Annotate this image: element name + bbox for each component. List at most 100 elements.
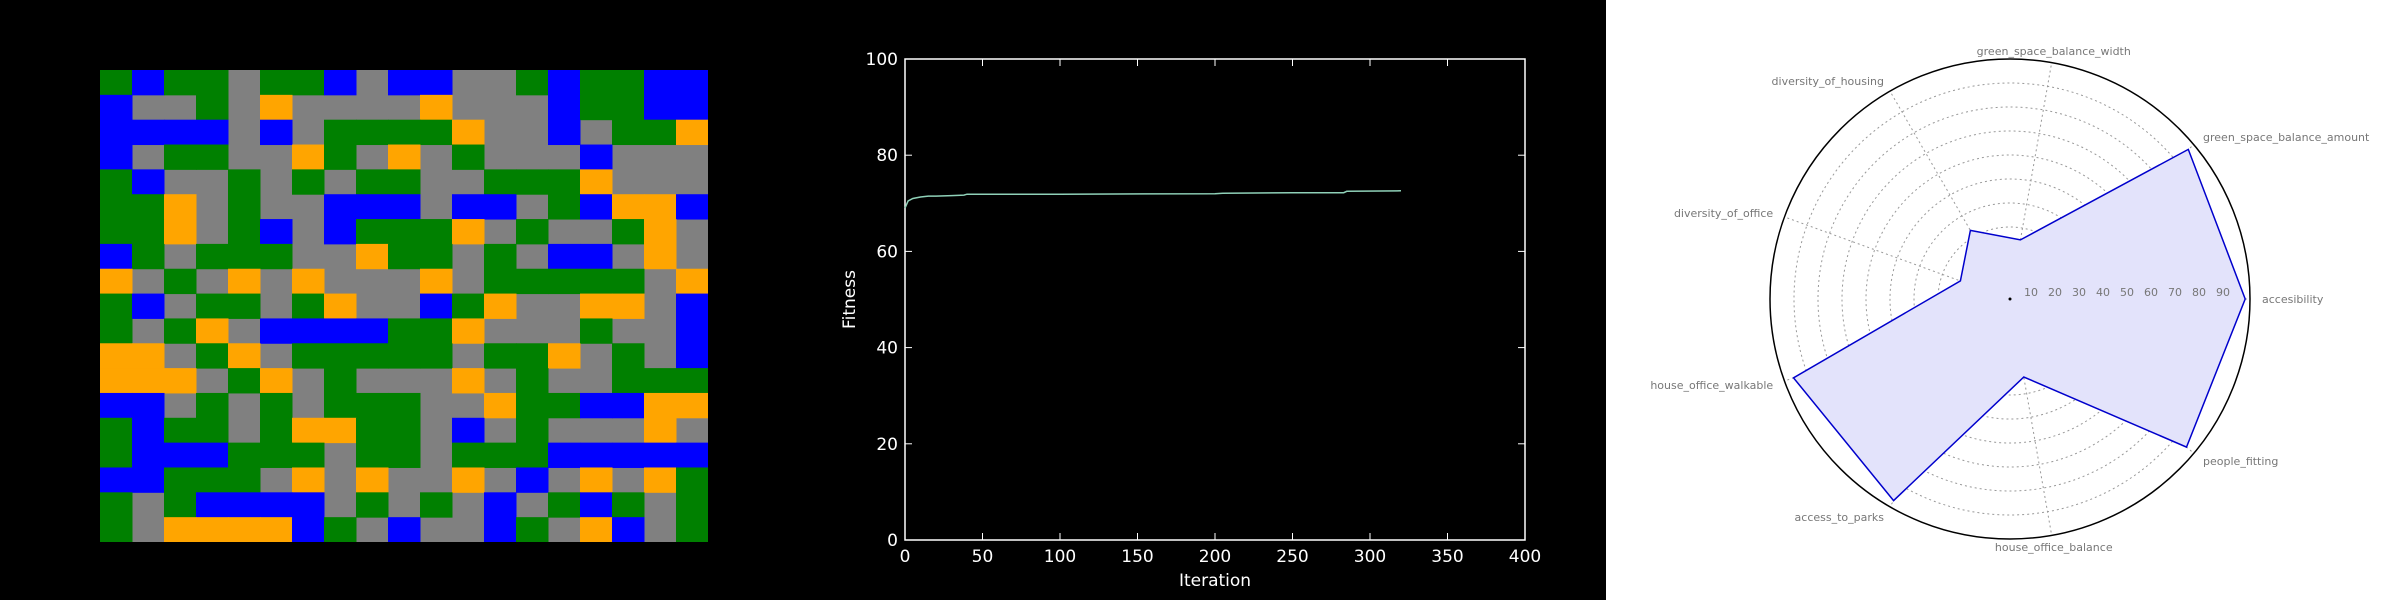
grid-cell (260, 442, 293, 468)
fitness-series-line (904, 190, 1402, 209)
left-panel: 0 50 100 150 200 250 300 350 400 0 20 40 60 80 100 Iter… (100, 50, 1542, 591)
grid-cell (388, 343, 421, 369)
grid-cell (324, 343, 357, 369)
grid-cell (164, 417, 197, 444)
grid-cell (196, 343, 229, 369)
grid-cell (132, 219, 165, 245)
grid-cell (324, 194, 357, 220)
grid-cell (164, 517, 197, 542)
radar-axis-label: green_space_balance_amount (2203, 131, 2370, 144)
grid-cell (420, 268, 453, 295)
grid-cell (260, 492, 293, 518)
grid-cell (228, 467, 261, 493)
grid-cell (356, 343, 389, 369)
grid-cell (132, 343, 165, 369)
radar-ring-label: 90 (2216, 286, 2230, 299)
grid-cell (452, 293, 485, 319)
grid-cell (196, 293, 229, 319)
grid-cell (260, 70, 293, 96)
grid-cell (452, 219, 485, 245)
grid-cell (100, 243, 133, 270)
grid-cell (292, 343, 325, 369)
grid-cell (100, 194, 133, 220)
grid-cell (324, 517, 357, 542)
grid-cell (132, 169, 165, 195)
grid-cell (388, 169, 421, 195)
x-tick-label: 300 (1354, 547, 1386, 567)
grid-cell (516, 392, 549, 419)
grid-cell (484, 194, 517, 220)
grid-cell (516, 467, 549, 493)
grid-cell (516, 442, 549, 468)
grid-cell (292, 144, 325, 170)
grid-cell (580, 169, 613, 195)
grid-cell (228, 219, 261, 245)
grid-cell (132, 417, 165, 444)
grid-cell (388, 442, 421, 468)
grid-cell (356, 194, 389, 220)
grid-cell (676, 467, 708, 493)
grid-cell (676, 268, 708, 295)
x-tick-label: 250 (1276, 547, 1308, 567)
grid-cell (100, 70, 133, 96)
grid-cell (484, 517, 517, 542)
grid-cell (516, 219, 549, 245)
grid-cell (644, 219, 677, 245)
grid-cell (676, 194, 708, 220)
radar-ring-label: 20 (2048, 286, 2062, 299)
grid-cell (580, 268, 613, 295)
grid-cell (324, 368, 357, 394)
y-tick-label: 20 (876, 435, 898, 455)
y-axis-label: Fitness (840, 270, 860, 329)
grid-cell (292, 492, 325, 518)
grid-cell (292, 517, 325, 542)
grid-cell (452, 144, 485, 170)
grid-cell (100, 467, 133, 493)
grid-cell (100, 492, 133, 518)
grid-cell (132, 243, 165, 270)
grid-cell (676, 318, 708, 344)
grid-cell (324, 119, 357, 146)
grid-cell (452, 119, 485, 146)
grid-cell (292, 442, 325, 468)
grid-cell (292, 467, 325, 493)
grid-cell (548, 119, 581, 146)
grid-cell (580, 392, 613, 419)
grid-cell (612, 219, 645, 245)
grid-cell (196, 144, 229, 170)
grid-cell (676, 293, 708, 319)
grid-cell (612, 293, 645, 319)
grid-cell (580, 144, 613, 170)
plot-frame (904, 58, 1526, 541)
grid-cell (356, 467, 389, 493)
grid-cell (100, 392, 133, 419)
grid-cell (132, 194, 165, 220)
grid-cell (644, 194, 677, 220)
x-tick-label: 200 (1199, 547, 1231, 567)
radar-ring-label: 70 (2168, 286, 2182, 299)
grid-cell (580, 293, 613, 319)
grid-cell (164, 492, 197, 518)
grid-cell (580, 318, 613, 344)
grid-cell (644, 467, 677, 493)
grid-cell (484, 492, 517, 518)
grid-cell (644, 94, 677, 121)
grid-cell (228, 442, 261, 468)
grid-cell (420, 343, 453, 369)
grid-cell (356, 442, 389, 468)
grid-cell (196, 392, 229, 419)
grid-cell (132, 442, 165, 468)
grid-cell (452, 467, 485, 493)
grid-cell (388, 219, 421, 245)
grid-cell (612, 392, 645, 419)
grid-cell (644, 70, 677, 96)
grid-cell (548, 169, 581, 195)
grid-cell (548, 70, 581, 96)
grid-cell (196, 442, 229, 468)
grid-cell (484, 442, 517, 468)
grid-cell (196, 467, 229, 493)
grid-cell (612, 194, 645, 220)
grid-cell (420, 94, 453, 121)
radar-ring-label: 80 (2192, 286, 2206, 299)
grid-cell (452, 318, 485, 344)
